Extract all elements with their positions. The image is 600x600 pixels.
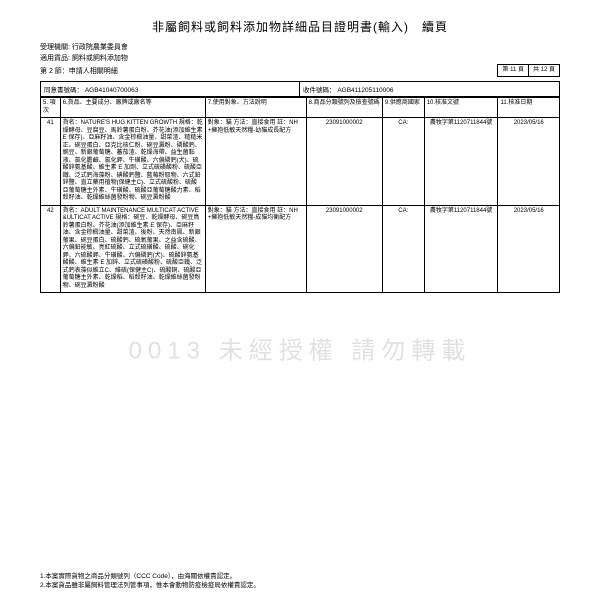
header-code: 8.商品分類號列及檢查號碼 [306,98,382,118]
cell-src: CA: [382,118,424,206]
cell-appr: 農牧字第1120711844號 [424,205,498,293]
agency-label: 受理機關: [40,44,70,51]
receipt-label: 收件號碼： [303,87,336,94]
section-label: 第 2 節：申請人相關明細 [40,67,118,78]
goods-value: 飼料或飼料添加物 [72,55,128,62]
header-use: 7.使用對象、方法說明 [205,98,306,118]
receipt-value: AGB411205110006 [337,87,393,94]
document-page: 非屬飼料或飼料添加物詳細品目證明書(輸入) 續頁 受理機關: 行政院農業委員會 … [0,0,600,303]
header-name: 6.貨品、主要成分、廠牌或廠名等 [60,98,205,118]
header-seq: 5. 項 次 [41,98,61,118]
footnote-2: 2.本案貨品雖非屬飼料管理法列管事項，惟本會動物防疫檢疫局依權責認定。 [40,581,260,590]
cell-name: 貨名：ADULT MAINTENANCE MULTICAT ACTIVE &UL… [60,205,205,293]
header-appr: 10.核准文號 [424,98,498,118]
agency-value: 行政院農業委員會 [72,44,128,51]
header-date: 11.核准日期 [498,98,560,118]
header-src: 9.供應商國家 [382,98,424,118]
cell-src: CA: [382,205,424,293]
table-header-row: 5. 項 次 6.貨品、主要成分、廠牌或廠名等 7.使用對象、方法說明 8.商品… [41,98,560,118]
consent-label: 同意書號碼： [44,87,83,94]
cell-code: 23091000002 [306,205,382,293]
meta-block: 受理機關: 行政院農業委員會 適用貨品: 飼料或飼料添加物 第 2 節：申請人相… [40,43,560,77]
main-table: 5. 項 次 6.貨品、主要成分、廠牌或廠名等 7.使用對象、方法說明 8.商品… [40,97,560,293]
cell-use: 對象：貓 方法：直接食用 註：NH+擁抱低敏天然糧-幼貓成長配方 [205,118,306,206]
page-title: 非屬飼料或飼料添加物詳細品目證明書(輸入) 續頁 [40,18,560,35]
page-indicator: 第 11 頁 共 12 頁 [497,64,560,77]
cell-code: 23091000002 [306,118,382,206]
cell-date: 2023/05/16 [498,118,560,206]
table-row: 41 貨名：NATURE'S HUG KITTEN GROWTH 規格：乾燥酵母… [41,118,560,206]
reference-row: 同意書號碼： AGB41040700063 收件號碼： AGB411205110… [40,81,560,97]
cell-seq: 42 [41,205,61,293]
watermark-text: 0013 未經授權 請勿轉載 [129,331,472,366]
goods-label: 適用貨品: [40,55,70,62]
page-total: 共 12 頁 [529,65,559,76]
footnote-1: 1.本案實際貨物之商品分類號列（CCC Code），由海關依權責認定。 [40,572,260,581]
cell-seq: 41 [41,118,61,206]
cell-name: 貨名：NATURE'S HUG KITTEN GROWTH 規格：乾燥酵母、豆腐… [60,118,205,206]
cell-date: 2023/05/16 [498,205,560,293]
page-current: 第 11 頁 [498,65,529,76]
cell-use: 對象：貓 方法：直接食用 註：NH+擁抱低敏天然糧-成貓均衡配方 [205,205,306,293]
footnotes: 1.本案實際貨物之商品分類號列（CCC Code），由海關依權責認定。 2.本案… [40,572,260,590]
consent-value: AGB41040700063 [85,87,139,94]
cell-appr: 農牧字第1120711844號 [424,118,498,206]
table-row: 42 貨名：ADULT MAINTENANCE MULTICAT ACTIVE … [41,205,560,293]
